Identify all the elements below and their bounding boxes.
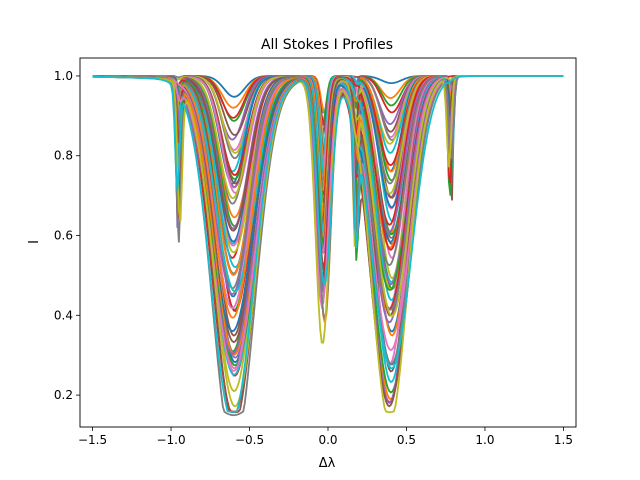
x-tick-label: 0.0 [318, 433, 337, 447]
x-tick-label: −1.5 [78, 433, 107, 447]
y-tick-label: 1.0 [54, 69, 73, 83]
y-tick-label: 0.8 [54, 149, 73, 163]
chart-title: All Stokes I Profiles [261, 37, 393, 53]
x-tick-label: −0.5 [235, 433, 264, 447]
x-tick-label: 0.5 [397, 433, 416, 447]
x-tick-label: −1.0 [156, 433, 185, 447]
y-tick-label: 0.6 [54, 229, 73, 243]
stokes-profile-line [92, 75, 564, 413]
y-tick-label: 0.2 [54, 388, 73, 402]
profile-lines [92, 75, 564, 417]
x-tick-label: 1.5 [554, 433, 573, 447]
y-axis-label: I [27, 240, 42, 244]
x-axis-label: Δλ [319, 456, 336, 471]
y-tick-label: 0.4 [54, 308, 73, 322]
y-axis: 0.2 0.4 0.6 0.8 1.0 [54, 69, 80, 402]
x-tick-label: 1.0 [475, 433, 494, 447]
x-axis: −1.5 −1.0 −0.5 0.0 0.5 1.0 1.5 [78, 427, 573, 447]
